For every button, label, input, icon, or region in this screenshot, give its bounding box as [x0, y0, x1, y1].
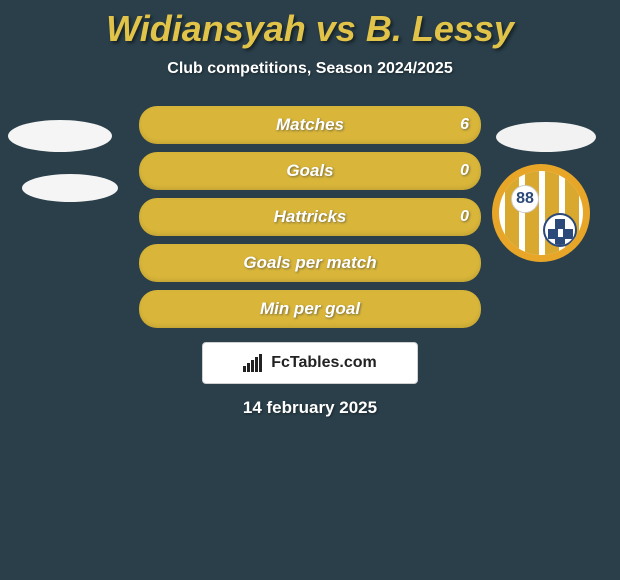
stat-label: Goals per match	[243, 253, 376, 273]
page-subtitle: Club competitions, Season 2024/2025	[0, 60, 620, 78]
crest-stripe	[525, 171, 539, 255]
stat-label: Hattricks	[274, 207, 347, 227]
bar-chart-icon	[243, 354, 265, 372]
left-avatar-placeholder	[8, 120, 118, 224]
stat-label: Matches	[276, 115, 344, 135]
stat-bar-hattricks: Hattricks 0	[139, 198, 481, 236]
soccer-ball-icon	[543, 213, 577, 247]
stat-label: Min per goal	[260, 299, 360, 319]
brand-box: FcTables.com	[202, 342, 418, 384]
club-crest: 88	[492, 164, 590, 262]
stat-bar-matches: Matches 6	[139, 106, 481, 144]
right-badge-group: 88	[492, 122, 602, 262]
stat-right-value: 0	[460, 208, 469, 226]
stat-bar-min-per-goal: Min per goal	[139, 290, 481, 328]
crest-number: 88	[511, 185, 539, 213]
ellipse-shape	[8, 120, 112, 152]
crest-stripe	[505, 171, 519, 255]
page-title: Widiansyah vs B. Lessy	[0, 0, 620, 50]
stat-bar-goals: Goals 0	[139, 152, 481, 190]
ellipse-shape	[496, 122, 596, 152]
stat-bar-goals-per-match: Goals per match	[139, 244, 481, 282]
stat-right-value: 0	[460, 162, 469, 180]
date-label: 14 february 2025	[0, 398, 620, 418]
stat-right-value: 6	[460, 116, 469, 134]
brand-text: FcTables.com	[271, 354, 377, 372]
crest-inner: 88	[499, 171, 583, 255]
stat-label: Goals	[286, 161, 333, 181]
stats-bars: Matches 6 Goals 0 Hattricks 0 Goals per …	[139, 106, 481, 328]
ellipse-shape	[22, 174, 118, 202]
